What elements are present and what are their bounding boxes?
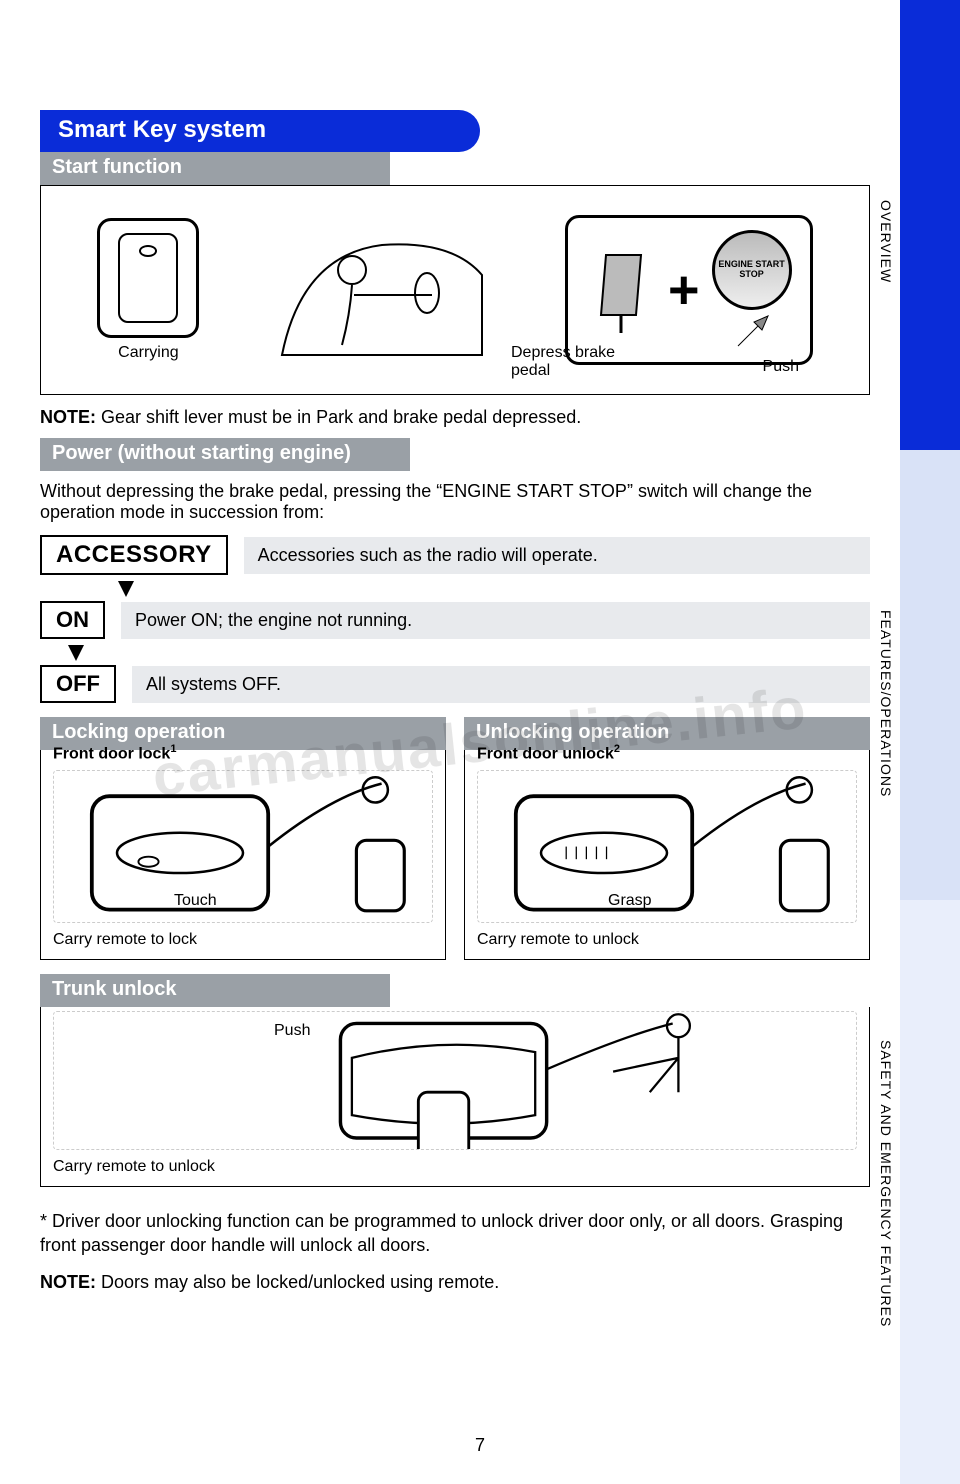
power-intro: Without depressing the brake pedal, pres… [40,481,870,523]
arrow-down-icon [118,581,134,597]
unlocking-diagram: Front door unlock2 Grasp Carry remote to… [464,750,870,960]
tab-safety [900,900,960,1484]
unlock-caption: Carry remote to unlock [477,931,857,949]
unlock-illustration: Grasp [477,770,857,923]
push-arrow-icon [734,314,770,350]
trunk-caption: Carry remote to unlock [53,1158,857,1176]
mode-row-accessory: ACCESSORY Accessories such as the radio … [40,535,870,575]
carrying-label: Carrying [118,344,178,362]
engine-start-button: ENGINE START STOP [712,230,792,310]
front-door-unlock-label: Front door unlock2 [477,743,857,763]
tab-label-features: FEATURES/OPERATIONS [878,610,894,797]
mode-off: OFF [40,665,116,703]
mode-off-desc: All systems OFF. [132,666,870,703]
start-panel: Carrying + ENGINE START STOP [40,185,870,395]
mode-row-off: OFF All systems OFF. [40,665,870,703]
subhead-start: Start function [40,152,390,185]
mode-accessory-desc: Accessories such as the radio will opera… [244,537,870,574]
page-number: 7 [0,1435,960,1456]
tab-label-safety: SAFETY AND EMERGENCY FEATURES [878,1040,894,1327]
arrow-down-icon [68,645,84,661]
tab-features [900,450,960,900]
start-note: NOTE: Gear shift lever must be in Park a… [40,407,870,428]
trunk-push-label: Push [274,1022,310,1040]
brake-pedal-icon [586,245,656,335]
mode-row-on: ON Power ON; the engine not running. [40,601,870,639]
subhead-power: Power (without starting engine) [40,438,410,471]
unlocking-col: Unlocking operation Front door unlock2 G… [464,717,870,960]
plus-icon: + [668,259,700,321]
end-note: NOTE: Doors may also be locked/unlocked … [40,1272,870,1293]
section-title: Smart Key system [40,110,480,152]
callout-start: + ENGINE START STOP [565,215,813,365]
locking-col: Locking operation Front door lock1 Touch… [40,717,446,960]
subhead-trunk: Trunk unlock [40,974,390,1007]
mode-on: ON [40,601,105,639]
push-label: Push [763,358,799,376]
depress-label: Depress brake pedal [511,344,641,380]
mode-on-desc: Power ON; the engine not running. [121,602,870,639]
footnote: * Driver door unlocking function can be … [40,1209,870,1258]
tab-label-overview: OVERVIEW [878,200,894,283]
lock-illustration: Touch [53,770,433,923]
locking-diagram: Front door lock1 Touch Carry remote to l… [40,750,446,960]
front-door-lock-label: Front door lock1 [53,743,433,763]
grasp-label: Grasp [608,892,652,910]
mode-accessory: ACCESSORY [40,535,228,575]
callout-carrying [97,218,199,338]
tab-overview [900,0,960,450]
car-interior-diagram [272,215,492,365]
trunk-illustration: Push [53,1011,857,1150]
touch-label: Touch [174,892,217,910]
lock-caption: Carry remote to lock [53,931,433,949]
manual-page: OVERVIEW FEATURES/OPERATIONS SAFETY AND … [0,0,960,1484]
key-fob-icon [118,233,178,323]
side-tabs: OVERVIEW FEATURES/OPERATIONS SAFETY AND … [870,0,960,1484]
trunk-diagram: Push Carry remote to unlock [40,1007,870,1187]
